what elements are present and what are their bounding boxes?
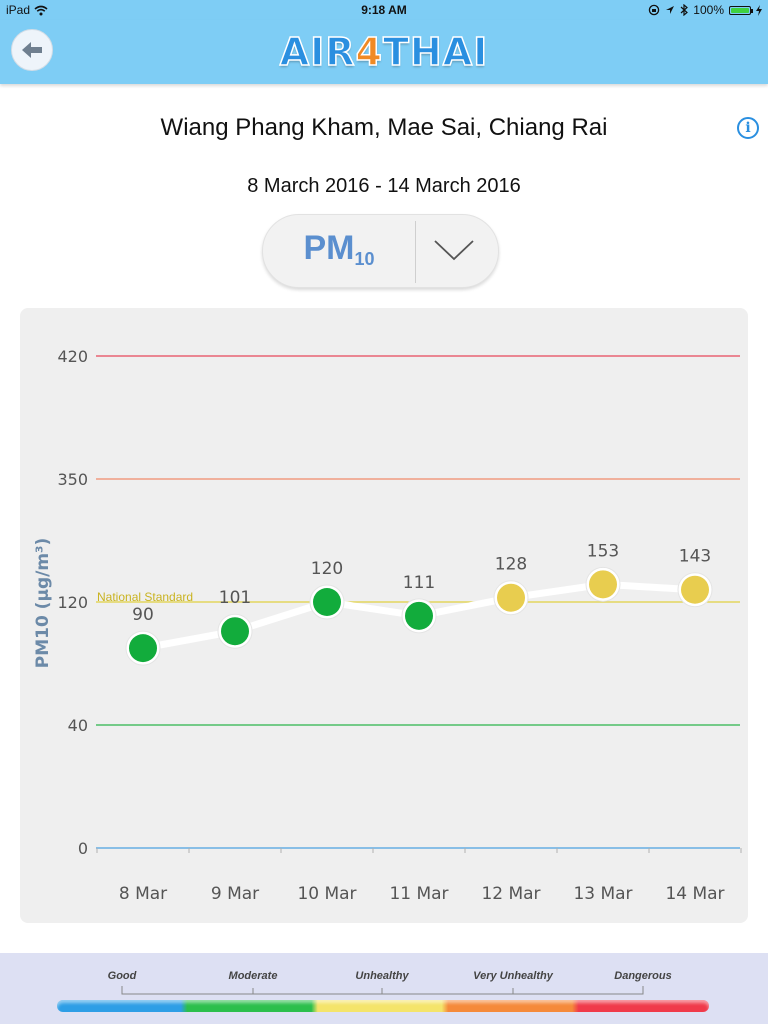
data-point [681,575,709,604]
air4thai-logo: AIR4THAI [279,29,489,75]
x-tick-label: 9 Mar [211,884,259,904]
y-axis-label: PM10 (µg/m³) [33,538,53,669]
back-arrow-icon [22,42,42,58]
bluetooth-icon [680,4,689,16]
info-icon[interactable]: i [737,117,759,139]
national-standard-label: National Standard [97,590,193,604]
data-point [497,583,525,612]
y-tick-label: 0 [78,839,88,858]
lock-rotation-icon [649,4,660,16]
data-label: 111 [403,573,435,593]
data-point [129,634,157,663]
location-arrow-icon [666,6,675,14]
data-label: 120 [311,559,343,579]
legend-moderate: Moderate [228,970,278,982]
x-tick-label: 13 Mar [573,884,632,904]
wifi-icon [34,5,48,15]
x-tick-label: 10 Mar [297,884,356,904]
y-tick-label: 40 [68,716,88,735]
date-range: 8 March 2016 - 14 March 2016 [247,175,521,197]
x-tick-label: 11 Mar [389,884,448,904]
y-tick-label: 350 [57,470,88,489]
x-tick-label: 12 Mar [481,884,540,904]
device-name: iPad [6,3,31,17]
battery-icon [729,5,753,15]
data-label: 90 [132,605,154,625]
status-time: 9:18 AM [361,3,407,17]
y-tick-label: 420 [57,347,88,366]
x-tick-label: 14 Mar [665,884,724,904]
data-point [405,601,433,630]
x-tick-label: 8 Mar [119,884,167,904]
app-header: AIR4THAI [0,20,768,84]
data-label: 101 [219,588,251,608]
status-bar: iPad 9:18 AM 100% [0,0,768,20]
data-point [313,588,341,616]
battery-percent: 100% [693,3,724,17]
charging-icon [756,4,762,16]
data-point [589,570,617,599]
legend-ticks [121,986,644,995]
legend-very-unhealthy: Very Unhealthy [473,970,553,982]
aqi-legend: Good Moderate Unhealthy Very Unhealthy D… [0,953,768,1024]
legend-unhealthy: Unhealthy [355,970,409,982]
pollutant-selector[interactable]: PM10 [262,214,499,288]
y-tick-label: 120 [57,593,88,612]
aqi-color-scale [57,1000,709,1012]
station-location: Wiang Phang Kham, Mae Sai, Chiang Rai [160,114,608,141]
data-point [221,617,249,646]
selected-pollutant: PM10 [303,229,375,269]
legend-good: Good [107,970,137,982]
back-button[interactable] [11,29,53,71]
chevron-down-icon[interactable] [433,235,475,265]
data-label: 143 [679,547,711,567]
pm10-line-chart: 0 40 120 350 420 National Standard PM10 (µg/m³… [33,347,742,904]
chart-panel: 0 40 120 350 420 National Standard PM10 (µg/m³… [20,308,748,923]
data-label: 153 [587,541,619,561]
legend-dangerous: Dangerous [614,970,672,982]
data-label: 128 [495,555,527,575]
